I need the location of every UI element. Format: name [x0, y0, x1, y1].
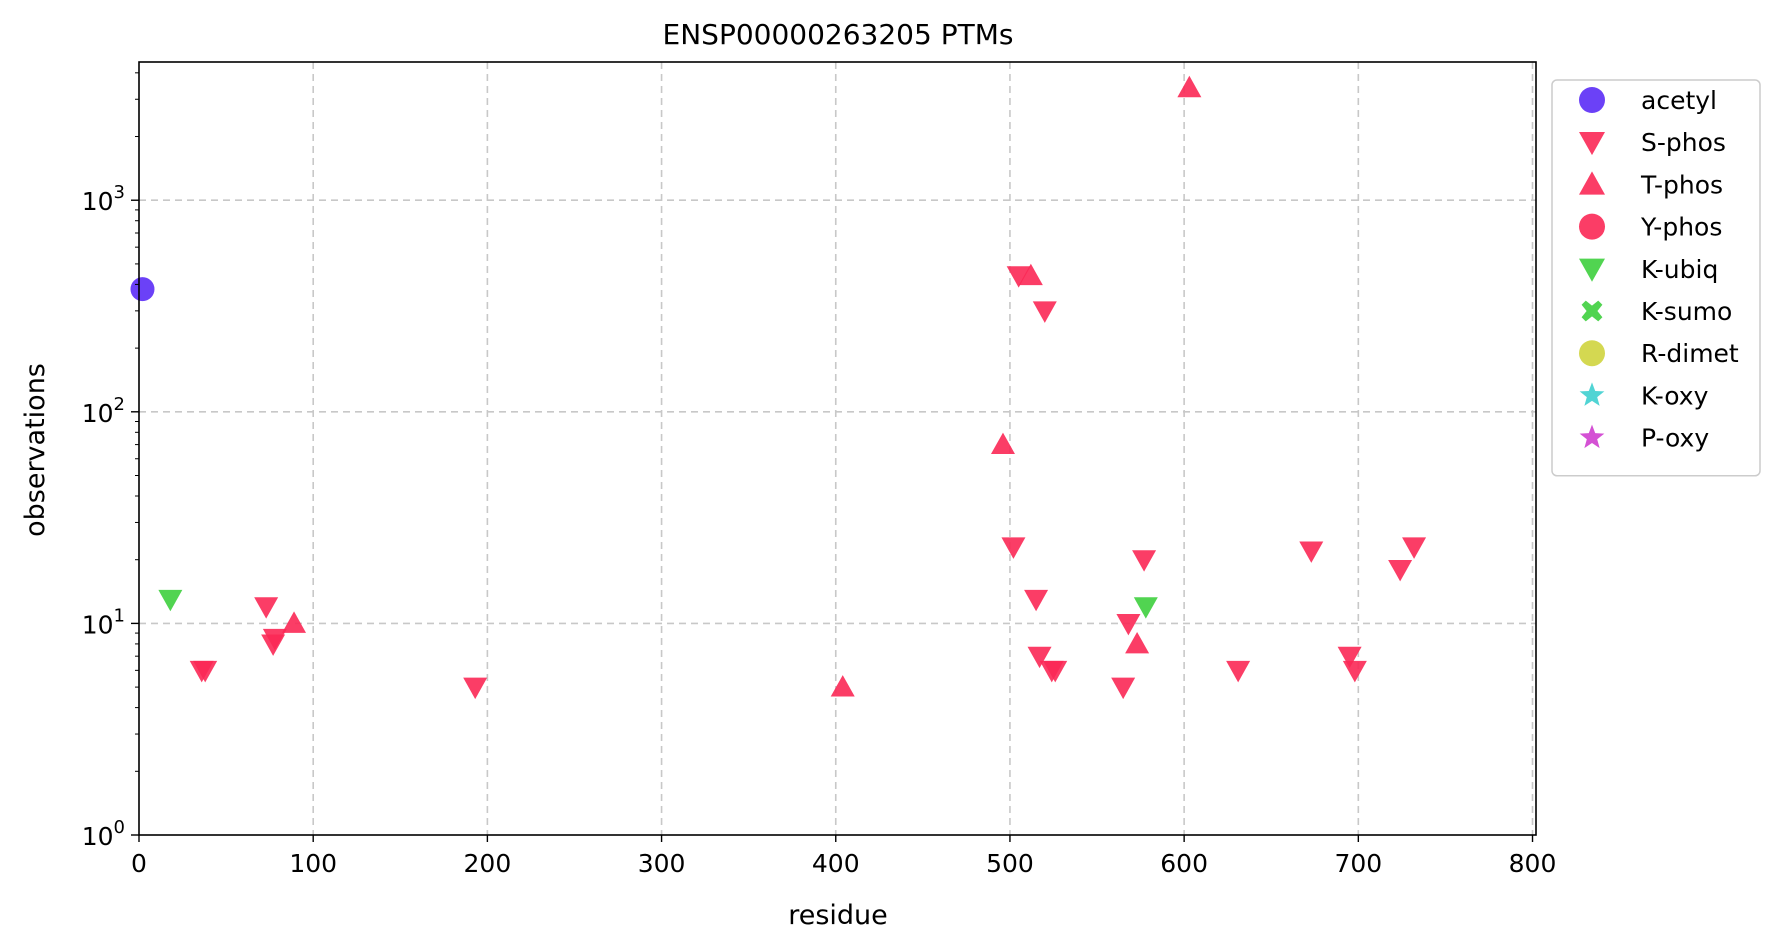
- x-tick-label: 400: [812, 849, 860, 878]
- plot-frame: [138, 61, 1537, 836]
- point-t-phos: [1018, 263, 1043, 286]
- x-axis-ticks: 0 100 200 300 400 500 600 700 800: [131, 835, 1556, 878]
- point-s-phos: [1132, 550, 1157, 572]
- legend-label-acetyl: acetyl: [1641, 86, 1717, 115]
- legend-marker-k-ubiq: [1579, 258, 1605, 282]
- y-tick-label: 103: [82, 182, 125, 216]
- legend-marker-k-sumo: [1581, 300, 1603, 322]
- point-s-phos: [254, 597, 279, 619]
- point-s-phos: [1299, 541, 1324, 563]
- legend-marker-acetyl: [1579, 87, 1605, 113]
- point-t-phos: [1177, 75, 1202, 98]
- y-tick-label: 102: [82, 394, 125, 428]
- y-axis-label: observations: [20, 363, 51, 537]
- point-t-phos: [282, 611, 307, 633]
- legend-label-y-phos: Y-phos: [1640, 213, 1722, 242]
- y-tick-label: 100: [82, 817, 125, 851]
- data-points: [130, 75, 1427, 700]
- legend-label-k-ubiq: K-ubiq: [1641, 255, 1718, 284]
- x-tick-label: 800: [1509, 849, 1557, 878]
- legend: acetyl S-phos T-phos Y-phos K-ubiq K-sumo R-di…: [1551, 79, 1761, 477]
- y-axis-ticks: 100 101 102 103: [82, 72, 139, 851]
- x-tick-label: 600: [1160, 849, 1208, 878]
- point-s-phos: [1024, 589, 1049, 612]
- legend-marker-r-dimet: [1579, 340, 1605, 367]
- legend-marker-y-phos: [1579, 213, 1605, 240]
- point-s-phos: [1111, 677, 1136, 700]
- x-tick-label: 0: [131, 849, 147, 878]
- legend-label-t-phos: T-phos: [1640, 170, 1723, 199]
- legend-marker-t-phos: [1579, 171, 1605, 195]
- legend-box: [1551, 79, 1761, 477]
- point-t-phos: [990, 432, 1015, 455]
- point-s-phos: [1337, 646, 1362, 669]
- legend-label-s-phos: S-phos: [1641, 128, 1726, 157]
- point-t-phos: [1125, 631, 1150, 654]
- x-tick-label: 100: [289, 849, 337, 878]
- point-s-phos: [1226, 660, 1251, 683]
- point-s-phos: [1006, 266, 1031, 288]
- point-s-phos: [1388, 559, 1413, 582]
- x-tick-label: 500: [986, 849, 1034, 878]
- point-s-phos: [262, 628, 287, 651]
- legend-label-k-sumo: K-sumo: [1641, 297, 1732, 326]
- point-s-phos: [193, 660, 218, 683]
- point-t-phos: [830, 675, 855, 697]
- point-s-phos: [1043, 660, 1068, 683]
- legend-label-r-dimet: R-dimet: [1641, 339, 1739, 368]
- grid-lines: [139, 62, 1536, 835]
- point-s-phos: [1032, 301, 1057, 323]
- legend-marker-s-phos: [1579, 131, 1605, 156]
- legend-label-k-oxy: K-oxy: [1641, 381, 1709, 410]
- point-s-phos: [1342, 660, 1367, 683]
- point-k-ubiq: [1133, 597, 1158, 619]
- point-s-phos: [1001, 537, 1026, 559]
- point-k-ubiq: [158, 589, 183, 612]
- x-tick-label: 700: [1334, 849, 1382, 878]
- y-tick-label: 101: [82, 605, 125, 639]
- legend-marker-k-oxy: [1579, 382, 1605, 406]
- point-s-phos: [1402, 537, 1427, 559]
- point-s-phos: [463, 677, 488, 700]
- chart-title: ENSP00000263205 PTMs: [663, 18, 1014, 51]
- x-tick-label: 200: [464, 849, 512, 878]
- point-s-phos: [1116, 613, 1141, 636]
- x-axis-label: residue: [788, 900, 888, 931]
- point-s-phos: [1027, 646, 1052, 669]
- x-tick-label: 300: [638, 849, 686, 878]
- point-acetyl: [130, 277, 155, 302]
- legend-marker-p-oxy: [1579, 424, 1605, 449]
- legend-label-p-oxy: P-oxy: [1641, 424, 1709, 453]
